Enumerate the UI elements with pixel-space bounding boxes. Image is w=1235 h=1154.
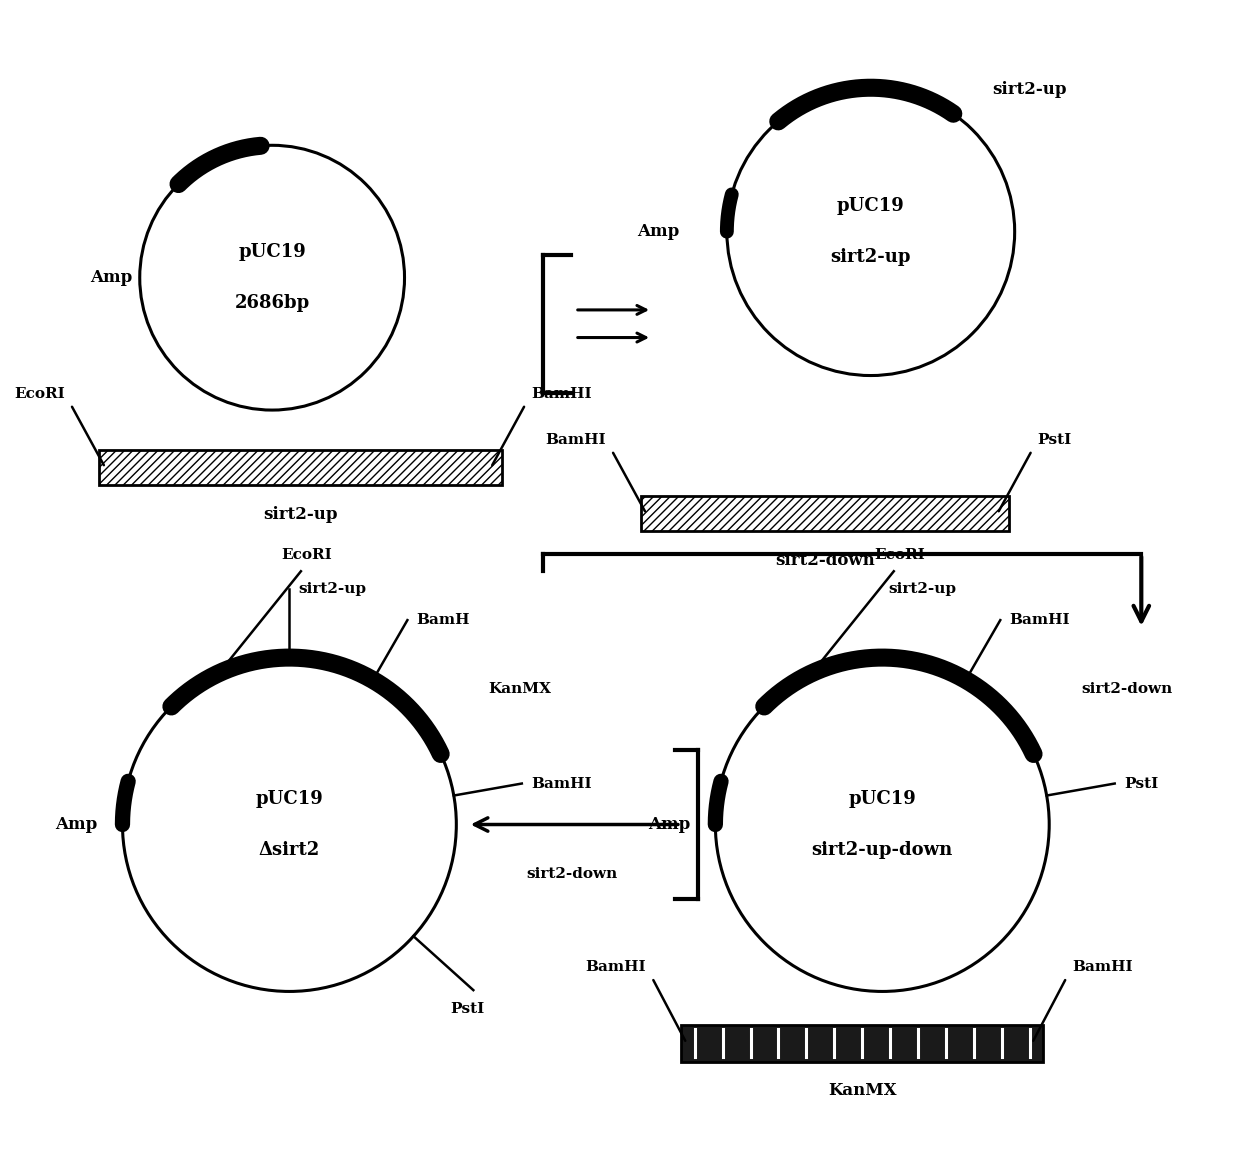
Text: EcoRI: EcoRI	[282, 548, 332, 562]
Text: pUC19: pUC19	[848, 790, 916, 808]
Text: pUC19: pUC19	[238, 243, 306, 261]
Text: PstI: PstI	[451, 1002, 484, 1016]
Text: sirt2-down: sirt2-down	[526, 867, 618, 881]
Bar	[100, 450, 503, 485]
Text: EcoRI: EcoRI	[14, 387, 65, 400]
Text: sirt2-up: sirt2-up	[263, 505, 338, 523]
Text: EcoRI: EcoRI	[874, 548, 925, 562]
Text: sirt2-up: sirt2-up	[992, 81, 1067, 98]
Text: sirt2-up: sirt2-up	[299, 582, 367, 595]
Text: pUC19: pUC19	[837, 197, 905, 216]
Text: pUC19: pUC19	[256, 790, 324, 808]
Text: BamHI: BamHI	[546, 433, 606, 447]
Text: PstI: PstI	[1037, 433, 1072, 447]
Text: BamH: BamH	[416, 613, 471, 627]
Text: sirt2-down: sirt2-down	[1082, 682, 1172, 696]
Text: Amp: Amp	[90, 269, 132, 286]
Bar	[641, 496, 1009, 531]
Text: Δsirt2: Δsirt2	[259, 841, 320, 859]
Text: sirt2-up: sirt2-up	[830, 248, 911, 265]
Text: BamHI: BamHI	[585, 960, 646, 974]
Text: PstI: PstI	[1124, 777, 1158, 790]
Text: sirt2-up-down: sirt2-up-down	[811, 841, 953, 859]
Text: BamHI: BamHI	[531, 777, 592, 790]
Bar	[680, 1025, 1044, 1062]
Text: KanMX: KanMX	[489, 682, 552, 696]
Text: KanMX: KanMX	[827, 1082, 897, 1100]
Text: sirt2-up: sirt2-up	[888, 582, 956, 595]
Text: Amp: Amp	[648, 816, 690, 833]
Text: BamHI: BamHI	[1072, 960, 1132, 974]
Text: 2686bp: 2686bp	[235, 294, 310, 312]
Text: Amp: Amp	[637, 223, 679, 240]
Text: Amp: Amp	[56, 816, 98, 833]
Text: sirt2-down: sirt2-down	[774, 552, 874, 569]
Text: BamHI: BamHI	[1009, 613, 1070, 627]
Text: BamHI: BamHI	[531, 387, 592, 400]
